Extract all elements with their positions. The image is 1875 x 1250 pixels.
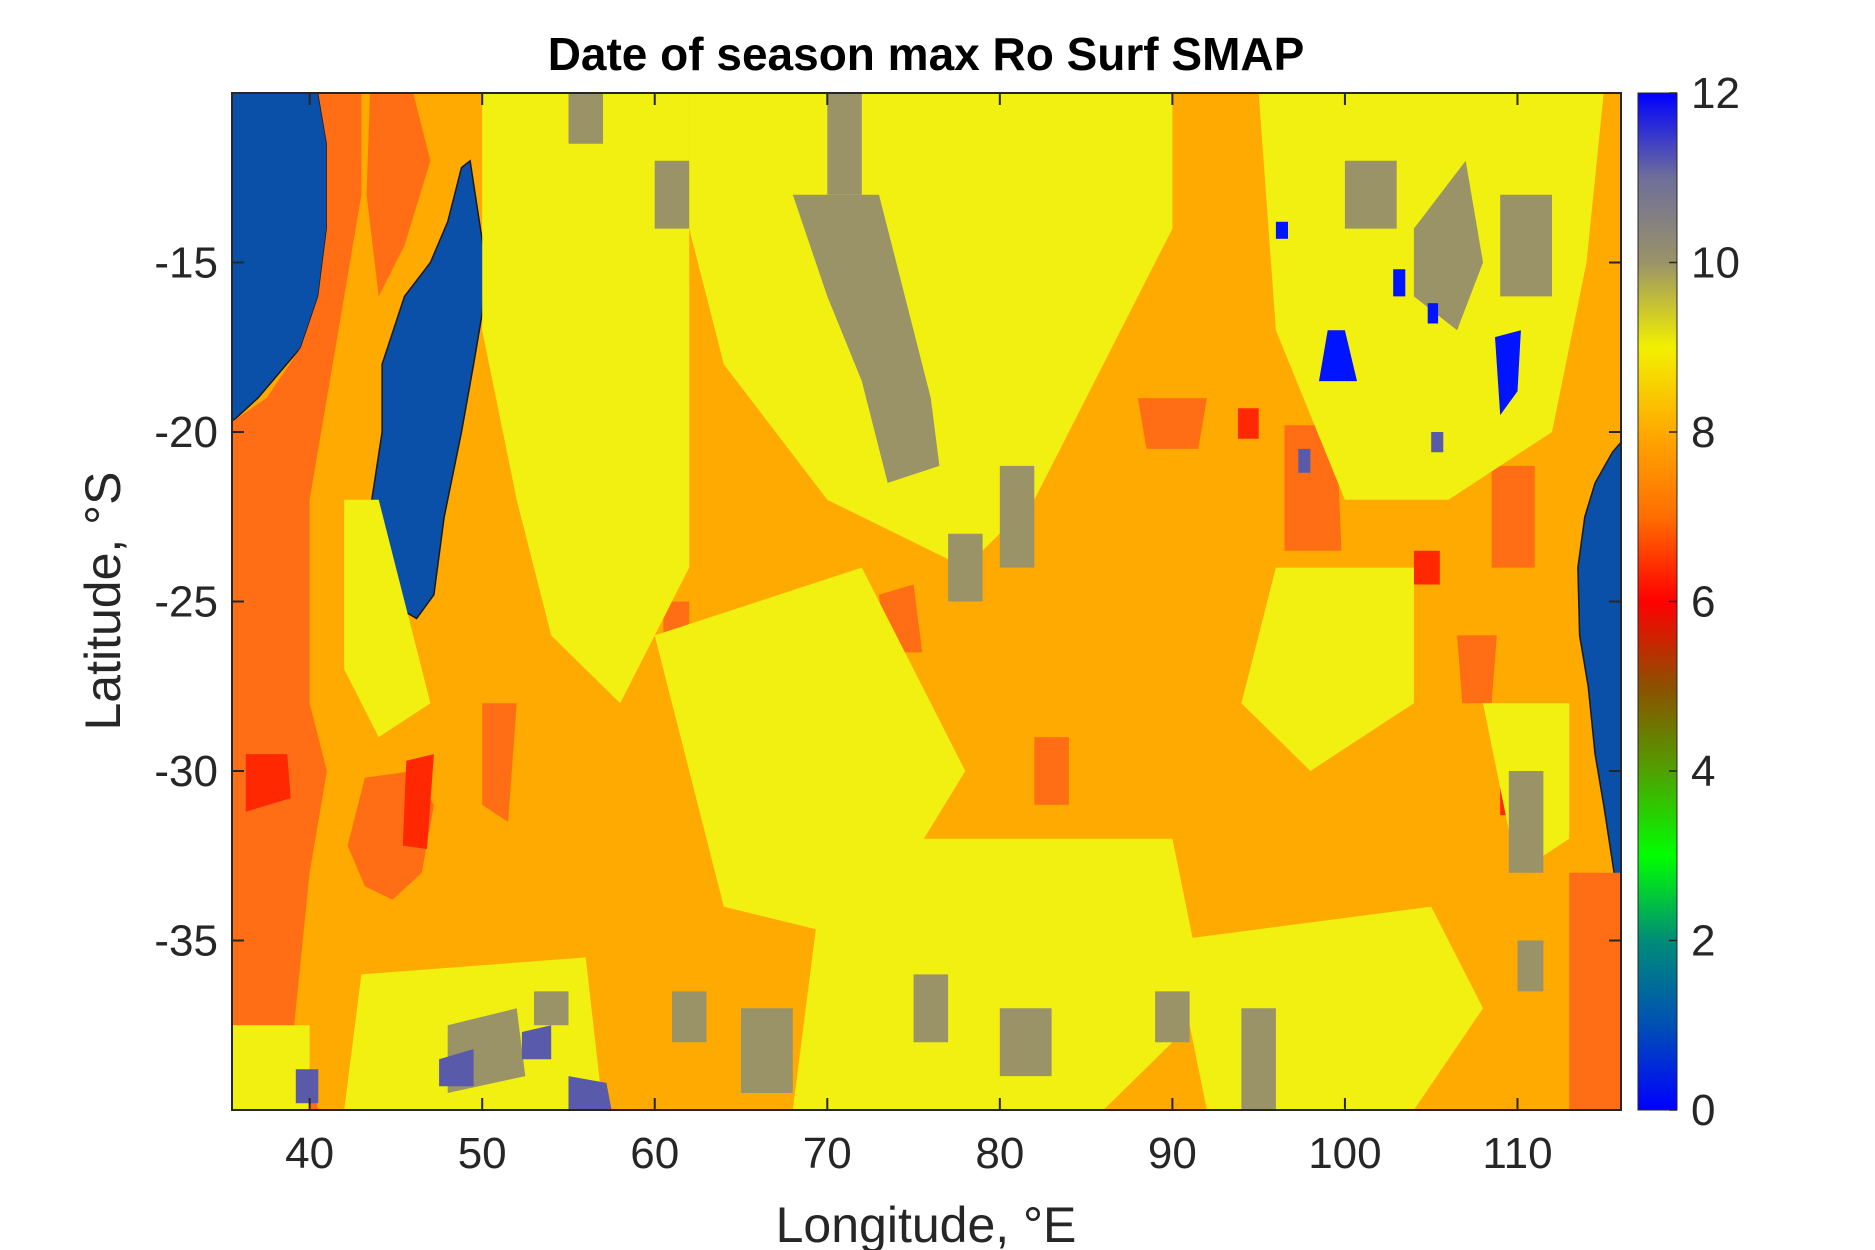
colorbar-tick-label: 8: [1691, 408, 1715, 457]
x-tick-label: 60: [630, 1129, 679, 1178]
y-tick-label: -20: [154, 408, 218, 457]
x-tick-label: 50: [458, 1129, 507, 1178]
y-axis-label: Latitude, °S: [75, 471, 131, 730]
region-month-7: [1569, 872, 1621, 1110]
region-month-11: [295, 1069, 319, 1104]
colorbar-tick-label: 6: [1691, 578, 1715, 627]
region-month-10: [948, 533, 983, 602]
region-month-10: [1241, 1008, 1276, 1110]
region-month-6: [1237, 408, 1259, 439]
region-month-10: [654, 160, 690, 229]
colorbar-tick-label: 12: [1691, 69, 1740, 118]
region-month-10: [568, 93, 603, 144]
region-month-9: [1241, 567, 1414, 771]
x-tick-label: 90: [1148, 1129, 1197, 1178]
region-month-9: [232, 1025, 310, 1110]
region-month-10: [1508, 771, 1544, 873]
region-month-7: [482, 703, 517, 822]
region-month-10: [999, 465, 1035, 568]
region-month-10: [792, 194, 940, 483]
region-month-10: [827, 93, 862, 195]
region-month-7: [366, 93, 431, 297]
region-month-11: [1431, 432, 1444, 453]
region-month-7: [1137, 398, 1207, 449]
region-month-10: [1413, 160, 1483, 331]
region-month-12: [1495, 330, 1521, 416]
y-tick-label: -15: [154, 239, 218, 288]
y-tick-label: -30: [154, 747, 218, 796]
colorbar-tick-label: 2: [1691, 917, 1715, 966]
region-month-12: [1393, 269, 1406, 297]
x-tick-label: 70: [803, 1129, 852, 1178]
region-month-12: [1427, 303, 1439, 324]
y-tick-label: -35: [154, 917, 218, 966]
region-month-11: [439, 1049, 474, 1087]
x-axis: 40 50 60 70 80 90 100 110: [285, 93, 1553, 1178]
region-month-10: [534, 991, 569, 1026]
colorbar-tick-label: 0: [1691, 1086, 1715, 1135]
x-tick-label: 80: [975, 1129, 1024, 1178]
region-month-10: [672, 991, 707, 1043]
region-month-12: [1319, 330, 1357, 382]
region-month-9: [482, 93, 690, 704]
plot-area: [231, 92, 1622, 1111]
region-month-9: [792, 838, 1207, 1110]
region-month-6: [1413, 550, 1440, 585]
region-month-7: [1457, 635, 1497, 704]
region-month-10: [1500, 194, 1552, 297]
region-month-11: [568, 1076, 612, 1110]
x-tick-label: 110: [1482, 1129, 1552, 1178]
x-tick-label: 40: [285, 1129, 334, 1178]
x-tick-label: 100: [1308, 1129, 1381, 1178]
region-month-6: [402, 754, 434, 849]
region-month-10: [1155, 991, 1190, 1043]
region-month-11: [1298, 448, 1311, 473]
region-month-10: [1517, 940, 1544, 992]
region-month-10: [913, 974, 949, 1043]
region-month-10: [1344, 160, 1397, 229]
region-month-6: [245, 754, 291, 812]
region-month-10: [999, 1008, 1052, 1077]
colorbar-tick-label: 4: [1691, 747, 1715, 796]
region-month-11: [521, 1025, 552, 1060]
region-month-7: [249, 923, 284, 1009]
region-layer: [231, 92, 1622, 1110]
y-tick-label: -25: [154, 578, 218, 627]
colorbar-ticks: 0 2 4 6 8 10 12: [1669, 69, 1740, 1135]
region-month-7: [1034, 737, 1069, 805]
x-axis-label: Longitude, °E: [776, 1197, 1077, 1250]
y-axis: -15 -20 -25 -30 -35: [154, 239, 1621, 966]
region-month-7: [1491, 465, 1535, 568]
region-month-9: [344, 499, 431, 738]
region-month-10: [741, 1008, 793, 1093]
colorbar: 0 2 4 6 8 10 12: [1637, 69, 1740, 1135]
chart-title: Date of season max Ro Surf SMAP: [548, 28, 1305, 80]
colorbar-tick-label: 10: [1691, 239, 1740, 288]
region-month-12: [1275, 221, 1288, 239]
